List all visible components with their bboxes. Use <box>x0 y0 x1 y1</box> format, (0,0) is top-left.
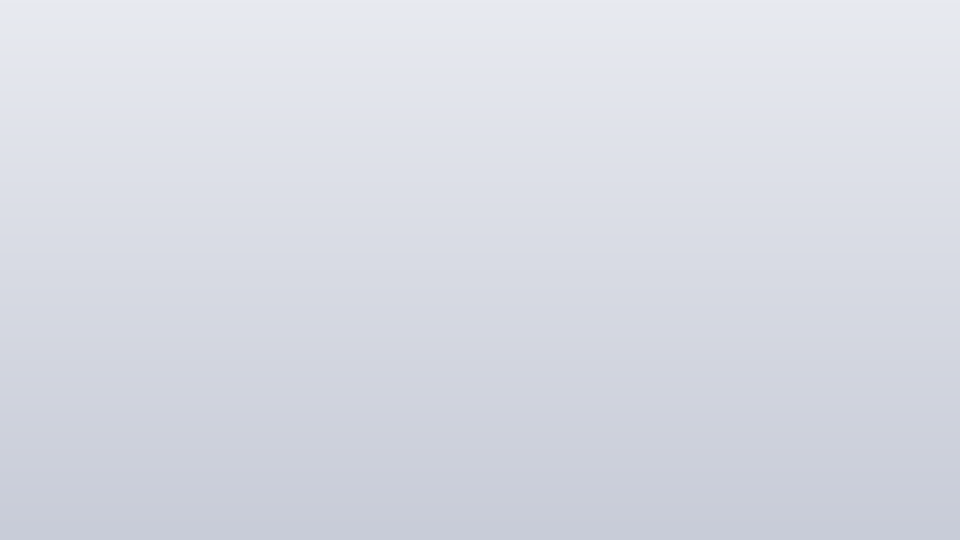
Bar <box>717 133 839 246</box>
Text: Younger the
patient is at
diagnosis,
greater the
risk: Younger the patient is at diagnosis, gre… <box>580 274 699 392</box>
Text: Other: Other <box>751 141 806 160</box>
Text: Curve Progression Risk: Curve Progression Risk <box>177 84 837 138</box>
Bar <box>573 133 706 246</box>
Bar <box>436 253 562 413</box>
Text: Sex: Sex <box>481 141 516 160</box>
Bar <box>299 253 424 413</box>
Text: Age: Age <box>620 141 659 160</box>
Text: Risser <2: Risser <2 <box>186 324 283 342</box>
Text: Skeletal
maturity: Skeletal maturity <box>193 141 276 184</box>
Bar <box>181 253 287 413</box>
Text: Curve: Curve <box>333 141 391 160</box>
Bar <box>181 133 287 246</box>
Bar <box>573 253 706 413</box>
Bar <box>436 133 562 246</box>
Text: Double
curves
Cobb >50°: Double curves Cobb >50° <box>307 299 416 367</box>
Bar <box>717 253 839 413</box>
Text: Pre-menarche
girls: Pre-menarche girls <box>708 312 848 354</box>
Bar <box>299 133 424 246</box>
Text: Girls 10x
greater risk
than boys: Girls 10x greater risk than boys <box>441 299 558 367</box>
